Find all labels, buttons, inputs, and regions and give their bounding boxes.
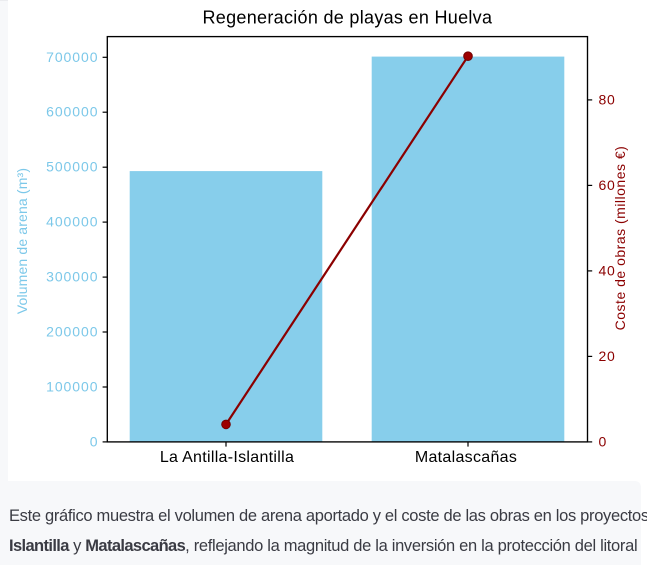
svg-text:60: 60: [599, 177, 616, 193]
svg-text:La Antilla-Islantilla: La Antilla-Islantilla: [160, 449, 294, 466]
svg-text:Volumen de arena (m³): Volumen de arena (m³): [14, 168, 30, 314]
svg-text:Coste de obras (millones €): Coste de obras (millones €): [612, 146, 628, 331]
svg-text:40: 40: [599, 262, 616, 278]
svg-text:600000: 600000: [46, 104, 98, 120]
svg-text:200000: 200000: [46, 324, 98, 340]
svg-text:0: 0: [90, 433, 99, 449]
svg-text:Matalascañas: Matalascañas: [415, 449, 517, 466]
svg-text:80: 80: [599, 91, 616, 107]
svg-text:700000: 700000: [46, 49, 98, 65]
svg-text:100000: 100000: [46, 379, 98, 395]
svg-text:Regeneración de playas en Huel: Regeneración de playas en Huelva: [203, 7, 493, 27]
svg-text:400000: 400000: [46, 214, 98, 230]
svg-text:0: 0: [599, 433, 608, 449]
svg-text:500000: 500000: [46, 159, 98, 175]
svg-text:20: 20: [599, 348, 616, 364]
svg-text:300000: 300000: [46, 269, 98, 285]
